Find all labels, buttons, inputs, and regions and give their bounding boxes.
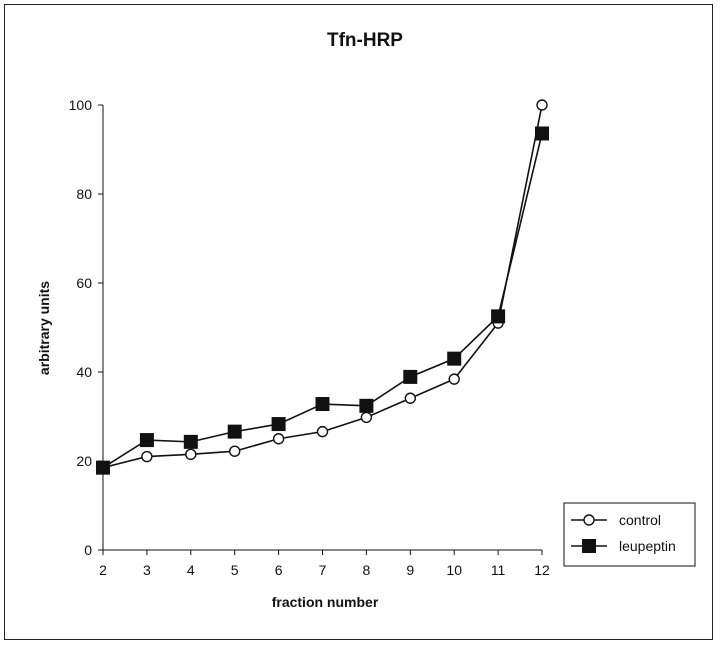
- x-tick-label: 8: [363, 562, 371, 578]
- y-tick-label: 20: [76, 453, 92, 469]
- legend-item-leupeptin: leupeptin: [571, 538, 676, 554]
- chart-title: Tfn-HRP: [327, 30, 403, 51]
- chart-frame: [4, 4, 713, 640]
- data-point-leupeptin: [96, 460, 110, 475]
- x-tick-label: 3: [143, 562, 151, 578]
- x-tick-label: 7: [319, 562, 327, 578]
- data-point-leupeptin: [271, 417, 286, 432]
- data-point-leupeptin: [139, 433, 154, 448]
- y-tick-label: 80: [76, 186, 92, 202]
- y-tick-label: 0: [84, 542, 92, 558]
- x-tick-label: 10: [446, 562, 462, 578]
- series-line-control: [102, 104, 543, 469]
- data-point-control: [360, 411, 373, 424]
- legend-label: control: [619, 512, 661, 528]
- legend-marker: [583, 514, 595, 526]
- data-point-control: [272, 433, 285, 445]
- x-tick-label: 6: [275, 562, 283, 578]
- data-point-control: [185, 448, 197, 461]
- y-axis-title: arbitrary units: [36, 281, 52, 375]
- y-tick-label: 60: [76, 275, 92, 291]
- data-point-control: [404, 392, 416, 404]
- data-point-control: [141, 450, 153, 463]
- data-point-control: [536, 99, 548, 111]
- data-point-leupeptin: [403, 369, 418, 384]
- x-tick-label: 11: [491, 562, 506, 578]
- data-point-control: [448, 373, 460, 385]
- x-tick-label: 5: [231, 562, 239, 578]
- axes: 0 20 40 60 80 100 2 3 4 5 6 7 8 9 10 11 12: [69, 97, 550, 578]
- series-markers-leupeptin: [96, 126, 549, 475]
- series-line-leupeptin: [102, 133, 543, 469]
- legend-item-control: control: [571, 512, 661, 528]
- data-point-control: [316, 425, 329, 438]
- x-axis-title: fraction number: [272, 594, 379, 610]
- legend-box: [563, 502, 696, 567]
- y-tick-label: 100: [69, 97, 93, 113]
- data-point-leupeptin: [183, 434, 198, 449]
- data-point-leupeptin: [447, 351, 462, 366]
- data-point-leupeptin: [535, 126, 549, 141]
- series-control: [102, 104, 543, 469]
- series-markers-control: [97, 99, 548, 474]
- y-tick-label: 40: [76, 364, 92, 380]
- data-point-control: [228, 445, 241, 457]
- data-point-leupeptin: [491, 309, 506, 324]
- x-tick-label: 12: [534, 562, 550, 578]
- x-tick-label: 4: [187, 562, 195, 578]
- series-leupeptin: [102, 133, 543, 469]
- x-tick-label: 9: [406, 562, 414, 578]
- legend-marker: [582, 539, 596, 553]
- series-layer: [96, 99, 549, 475]
- data-point-leupeptin: [359, 398, 374, 413]
- x-tick-label: 2: [99, 562, 107, 578]
- data-point-leupeptin: [227, 424, 242, 439]
- legend-label: leupeptin: [619, 538, 676, 554]
- legend: control leupeptin: [563, 502, 696, 567]
- data-point-leupeptin: [315, 397, 330, 412]
